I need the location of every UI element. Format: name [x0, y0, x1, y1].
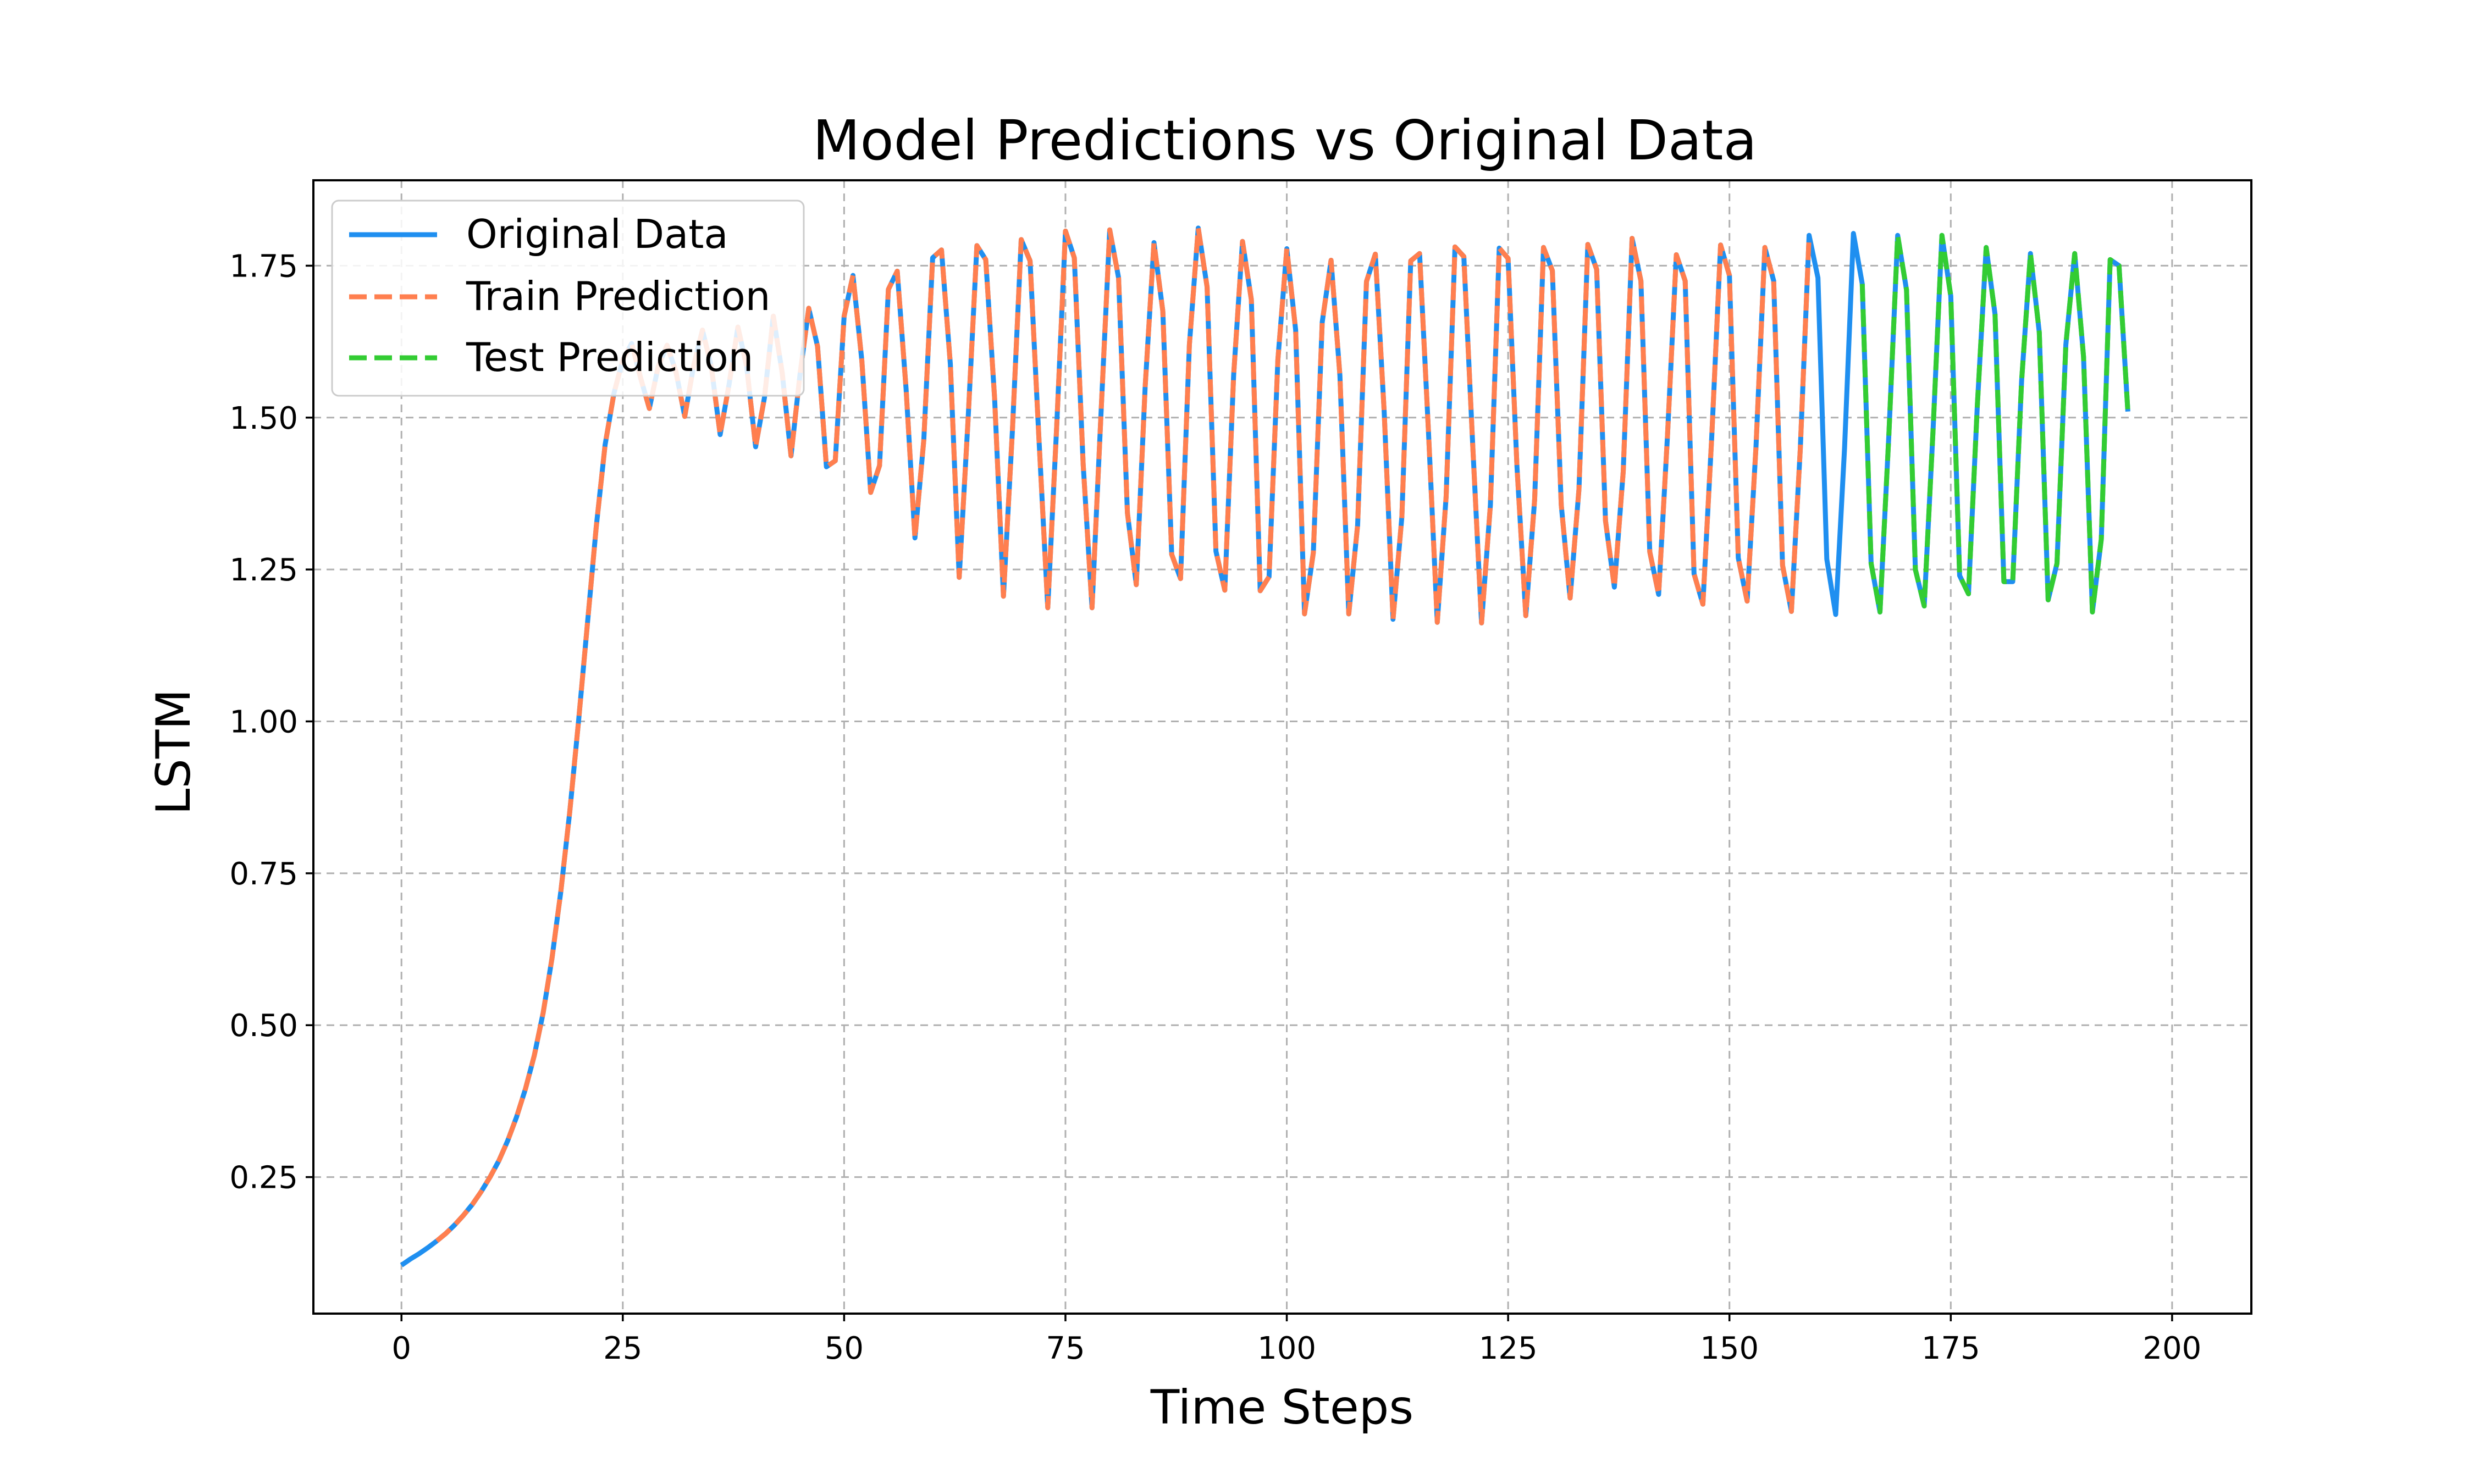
x-tick-label: 75	[1046, 1331, 1085, 1366]
x-tick-label: 150	[1700, 1331, 1759, 1366]
y-axis-label: LSTM	[146, 689, 201, 815]
x-axis-label: Time Steps	[1150, 1380, 1413, 1435]
x-tick-label: 200	[2142, 1331, 2201, 1366]
y-tick-label: 0.50	[229, 1008, 298, 1044]
x-tick-label: 50	[825, 1331, 864, 1366]
legend-label-original-data: Original Data	[466, 211, 728, 257]
x-tick-label: 0	[391, 1331, 411, 1366]
x-tick-label: 100	[1257, 1331, 1316, 1366]
x-tick-label: 125	[1479, 1331, 1538, 1366]
axes-frame	[312, 179, 2252, 1315]
y-tick-label: 0.25	[229, 1160, 298, 1196]
legend: Original Data Train Prediction Test Pred…	[331, 200, 805, 397]
y-tick-label: 1.00	[229, 705, 298, 740]
legend-label-train-prediction: Train Prediction	[466, 273, 770, 319]
y-tick-label: 1.75	[229, 248, 298, 284]
x-tick-label: 25	[603, 1331, 642, 1366]
legend-label-test-prediction: Test Prediction	[466, 334, 753, 380]
y-tick-label: 0.75	[229, 856, 298, 892]
tick-layer: 0 25 50 75 100 125 150 175 200 0.25 0.50 0.75 1.00 1.…	[229, 248, 2201, 1366]
y-tick-label: 1.50	[229, 401, 298, 436]
series-line-test-prediction	[1859, 232, 2130, 614]
chart-title: Model Predictions vs Original Data	[813, 108, 1757, 173]
y-tick-label: 1.25	[229, 552, 298, 588]
legend-box	[331, 200, 805, 397]
x-tick-label: 175	[1921, 1331, 1980, 1366]
